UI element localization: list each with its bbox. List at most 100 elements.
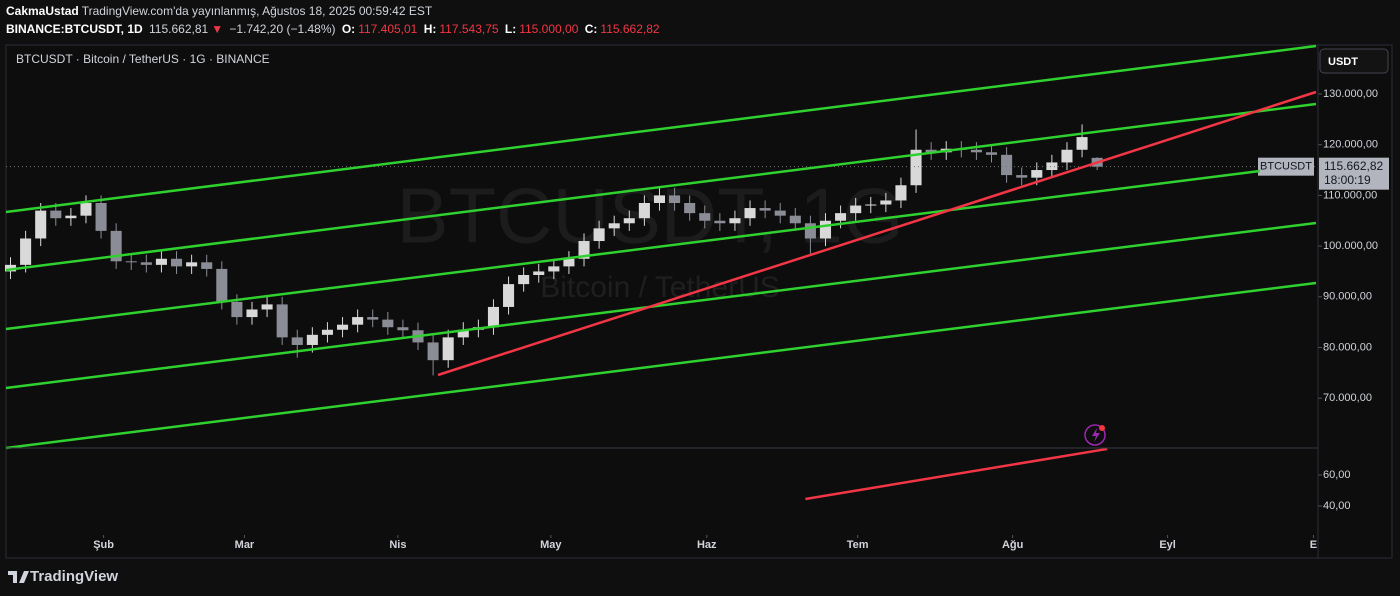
x-tick-label: May	[540, 539, 562, 551]
channel-line	[5, 102, 1317, 272]
symbol: BINANCE:BTCUSDT, 1D	[6, 22, 143, 36]
candle-body	[442, 337, 454, 361]
published: TradingView.com'da yayınlanmış, Ağustos …	[81, 4, 433, 18]
candle-body	[608, 223, 620, 229]
candle-body	[65, 215, 77, 219]
alert-icon[interactable]	[1084, 424, 1106, 446]
brand-logo	[8, 571, 29, 583]
candle-body	[669, 195, 681, 203]
candle-body	[518, 274, 530, 285]
candle-body	[321, 329, 333, 335]
candle-body	[50, 210, 62, 219]
candle-body	[1031, 170, 1043, 178]
x-tick-label: Şub	[93, 539, 114, 551]
candle-body	[95, 202, 107, 231]
candle-body	[744, 208, 756, 219]
currency-button[interactable]	[1319, 48, 1389, 74]
candle-body	[503, 284, 515, 307]
candle-body	[35, 210, 47, 239]
candle-body	[714, 220, 726, 224]
change: −1.742,20 (−1.48%)	[229, 22, 336, 36]
x-tick-label: Haz	[697, 539, 717, 551]
header-line-2: BINANCE:BTCUSDT, 1D 115.662,81 ▼ −1.742,2…	[6, 22, 663, 36]
candle-body	[170, 258, 183, 267]
candle-body	[4, 264, 17, 272]
candle-body	[382, 319, 394, 328]
candle-body	[291, 337, 303, 345]
candle-body	[759, 208, 771, 211]
candle-body	[925, 149, 937, 153]
candle-body	[487, 306, 499, 328]
y-tick-label: 40,00	[1323, 500, 1351, 512]
candle-body	[1046, 162, 1058, 171]
y-tick-label: 80.000,00	[1323, 341, 1372, 353]
candle-body	[804, 223, 816, 239]
x-tick-label: Eyl	[1159, 539, 1176, 551]
y-tick-label: 120.000,00	[1323, 139, 1378, 151]
candle-body	[306, 334, 318, 345]
candle-body	[246, 309, 258, 318]
candle-body	[140, 262, 152, 265]
candle-body	[125, 261, 137, 263]
candle-body	[457, 329, 469, 338]
candle-body	[110, 230, 122, 262]
candle-body	[397, 327, 409, 331]
candle-body	[563, 258, 575, 267]
candle-body	[20, 238, 32, 265]
last-price: 115.662,81	[149, 22, 209, 36]
candle-body	[1001, 154, 1013, 176]
candle-body	[850, 205, 862, 214]
candle-body	[895, 185, 907, 201]
l-label: L:	[504, 22, 517, 36]
candle-body	[186, 262, 198, 267]
candle-body	[231, 301, 243, 318]
candle-body	[1076, 137, 1088, 150]
watermark-symbol: BTCUSDT, 1G	[396, 172, 903, 260]
candle-body	[337, 324, 349, 330]
symbol-tag	[1258, 157, 1314, 176]
candle-body	[985, 152, 998, 155]
channel-line	[5, 169, 1261, 331]
symbol-tag-label: BTCUSDT	[1260, 161, 1312, 173]
candle-body	[774, 210, 786, 216]
candle-body	[789, 215, 801, 224]
candle-body	[835, 213, 847, 221]
y-tick-label: 70.000,00	[1323, 392, 1372, 404]
countdown-label: 18:00:19	[1324, 173, 1371, 187]
x-tick-label: Mar	[235, 539, 255, 551]
low: 115.000,00	[519, 22, 579, 36]
candle-body	[427, 342, 439, 361]
candle-body	[865, 204, 877, 206]
x-tick-label: Tem	[847, 539, 869, 551]
candle-body	[653, 195, 666, 203]
candle-body	[533, 271, 545, 275]
candle-body	[638, 202, 650, 219]
candle-body	[1016, 175, 1028, 178]
close: 115.662,82	[600, 22, 660, 36]
arrow: ▼	[211, 22, 224, 36]
candle-body	[819, 220, 832, 239]
h-label: H:	[423, 22, 437, 36]
y-tick-label: 60,00	[1323, 469, 1351, 481]
channel-line	[5, 221, 1317, 390]
o-label: O:	[341, 22, 356, 36]
channel-line	[5, 281, 1317, 450]
indicator-line	[805, 447, 1108, 501]
alert-dot	[1099, 425, 1105, 431]
candle-body	[593, 228, 605, 242]
y-tick-label: 130.000,00	[1323, 88, 1378, 100]
y-tick-label: 90.000,00	[1323, 291, 1372, 303]
x-tick-label: Nis	[389, 539, 406, 551]
candle-body	[970, 149, 982, 153]
header-line-1: CakmaUstad TradingView.com'da yayınlanmış…	[6, 4, 435, 18]
legend: BTCUSDT · Bitcoin / TetherUS · 1G · BINA…	[16, 52, 270, 66]
trend-line	[437, 90, 1317, 377]
candle-body	[155, 258, 167, 265]
candle-body	[623, 218, 635, 224]
channel-lines	[5, 44, 1317, 450]
candle-body	[201, 262, 213, 269]
candle-body	[910, 149, 922, 186]
candle-body	[1061, 149, 1073, 163]
x-tick-label: Ağu	[1002, 539, 1023, 551]
